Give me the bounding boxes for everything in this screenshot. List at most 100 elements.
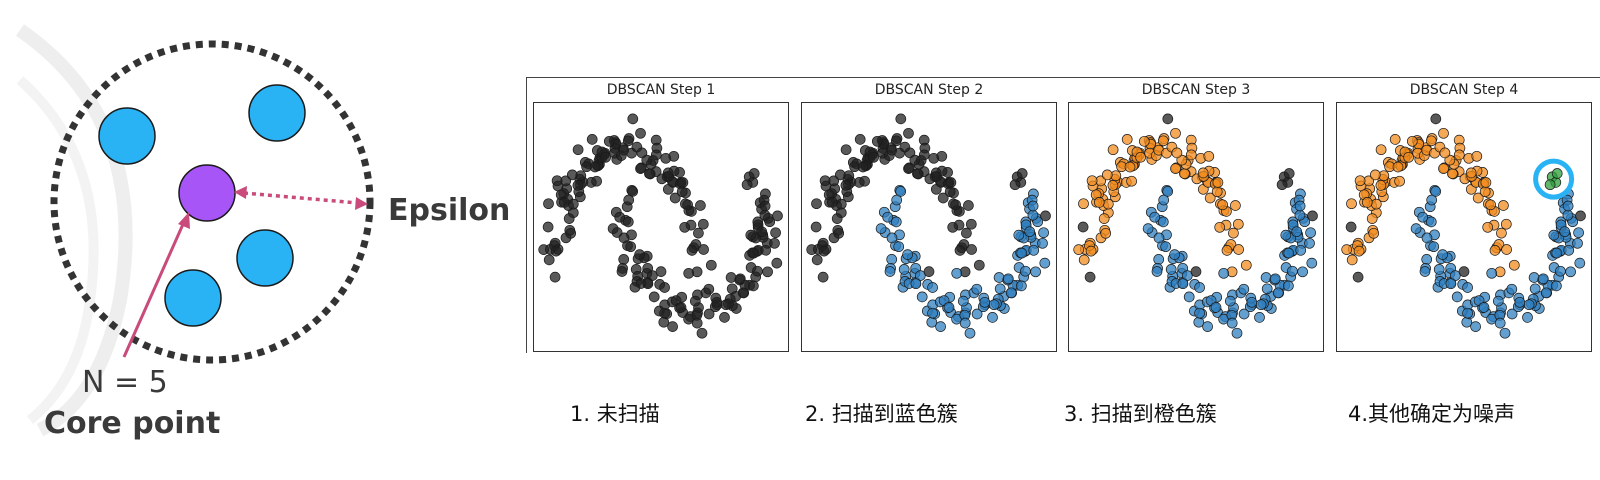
data-point [1078,254,1090,266]
data-point [696,327,708,339]
data-point [1028,244,1040,256]
dbscan-panel-step-4: DBSCAN Step 4 [1336,80,1592,352]
data-point [1194,282,1205,293]
data-point [1107,180,1119,191]
data-point [1486,267,1498,279]
panel-title: DBSCAN Step 3 [1141,82,1251,98]
data-point [772,210,783,222]
data-point [1426,194,1438,206]
data-point [1548,229,1560,241]
data-point [834,169,846,181]
data-point [1462,307,1473,319]
data-point [630,264,642,275]
neighbor-point-4 [164,269,222,327]
data-point [668,150,680,162]
data-point [1098,213,1110,224]
data-point [1354,175,1366,187]
data-point [603,135,615,147]
data-point [964,327,976,339]
data-point [1565,266,1576,278]
data-point [675,302,687,313]
data-point [994,283,1006,295]
data-point [935,321,946,332]
data-point [1562,200,1574,212]
data-point [1135,151,1146,163]
data-point [697,218,709,230]
data-point [1562,209,1574,221]
data-point [1419,266,1431,277]
data-point [914,270,926,281]
data-point [1307,210,1318,222]
data-point [1231,327,1243,339]
data-point [1501,244,1512,255]
data-point [944,186,956,198]
data-point [1246,296,1258,308]
data-point [622,216,634,228]
data-point [1421,254,1433,265]
n-count-label: N = 5 [82,365,168,400]
data-point [826,197,838,208]
data-point [1013,229,1025,241]
data-point [1294,209,1306,221]
data-point [635,163,646,174]
data-point [1433,264,1445,275]
data-point [810,221,822,233]
data-point [1346,198,1357,210]
data-point [1447,168,1458,179]
scatter-plot [1068,102,1324,352]
data-point [607,223,619,234]
data-point [1465,167,1477,179]
data-point [1162,113,1174,125]
data-point [1179,168,1190,179]
data-point [1149,211,1161,223]
core-point [178,164,236,222]
data-point [1368,227,1380,239]
data-point [1224,295,1236,307]
data-point [884,266,896,277]
neighbor-point-3 [236,229,294,287]
data-point [859,175,870,187]
data-point [1439,147,1451,159]
data-point [987,312,998,323]
data-point [538,244,550,255]
data-point [1551,247,1563,259]
data-point [1403,151,1414,163]
data-point [1353,245,1365,257]
data-point [811,198,822,210]
data-point [1306,257,1318,269]
data-point [1506,308,1518,320]
data-point [627,113,639,125]
data-point [1498,200,1509,211]
data-point [689,295,701,307]
data-point [1203,150,1215,162]
data-point [1157,216,1169,228]
data-point [1305,227,1316,239]
data-point [817,271,829,283]
data-point [1574,257,1586,269]
data-point [627,186,639,197]
data-point [1492,295,1504,307]
data-point [618,232,630,244]
data-point [623,194,635,206]
data-point [720,299,732,311]
data-point [930,167,942,179]
data-point [1462,282,1473,293]
data-point [954,245,966,256]
data-point [719,312,730,323]
data-point [543,254,555,266]
data-point [752,265,763,277]
background-arcs [16,24,133,437]
data-point [586,134,598,145]
data-point [1352,271,1364,283]
data-point [1406,135,1418,147]
data-point [1194,307,1205,319]
point-layer [538,113,783,339]
data-point [1221,245,1233,256]
data-point [1005,287,1017,299]
data-point [1153,254,1165,265]
data-point [1085,245,1097,257]
data-point [1190,266,1202,277]
data-point [1572,237,1583,249]
data-point [572,144,584,156]
data-point [871,135,883,147]
